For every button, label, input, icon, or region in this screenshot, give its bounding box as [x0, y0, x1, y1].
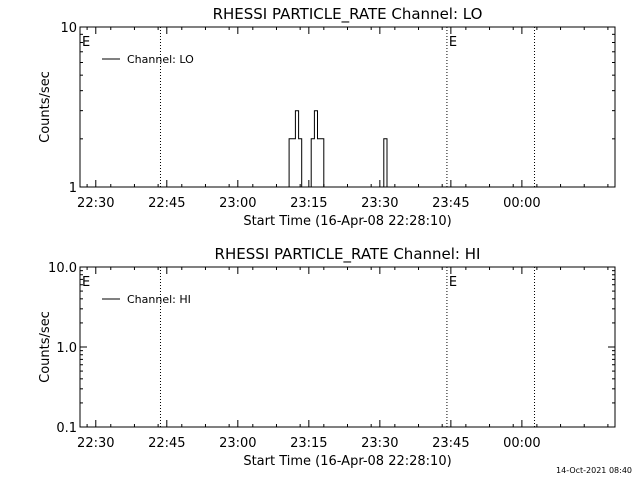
y-tick-label: 1	[69, 181, 77, 196]
chart-title: RHESSI PARTICLE_RATE Channel: HI	[215, 245, 481, 264]
y-tick-label: 10.0	[48, 261, 77, 276]
x-tick-label: 23:00	[219, 436, 256, 451]
x-tick-label: 23:15	[290, 436, 327, 451]
x-tick-label: 23:15	[290, 196, 327, 211]
event-marker-label: E	[449, 275, 457, 290]
x-tick-label: 22:45	[148, 436, 185, 451]
x-tick-label: 22:30	[77, 196, 114, 211]
x-tick-label: 23:45	[432, 196, 469, 211]
y-tick-label: 0.1	[56, 421, 77, 436]
x-tick-label: 23:30	[361, 196, 398, 211]
event-marker-label: E	[449, 35, 457, 50]
x-tick-label: 22:30	[77, 436, 114, 451]
y-axis-label: Counts/sec	[38, 71, 53, 143]
x-tick-label: 22:45	[148, 196, 185, 211]
legend-label: Channel: HI	[127, 293, 191, 306]
series-line	[286, 110, 303, 188]
series-line	[308, 110, 325, 188]
x-axis-label: Start Time (16-Apr-08 22:28:10)	[243, 454, 451, 469]
start-marker-label: E	[82, 35, 90, 50]
series-line	[380, 138, 388, 188]
y-tick-label: 1.0	[56, 341, 77, 356]
x-axis-label: Start Time (16-Apr-08 22:28:10)	[243, 214, 451, 229]
chart-title: RHESSI PARTICLE_RATE Channel: LO	[213, 5, 483, 24]
timestamp: 14-Oct-2021 08:40	[556, 466, 632, 475]
x-tick-label: 00:00	[503, 196, 540, 211]
x-tick-label: 23:45	[432, 436, 469, 451]
y-tick-label: 10	[60, 21, 77, 36]
x-tick-label: 23:00	[219, 196, 256, 211]
x-tick-label: 00:00	[503, 436, 540, 451]
start-marker-label: E	[82, 275, 90, 290]
y-axis-label: Counts/sec	[38, 311, 53, 383]
legend-label: Channel: LO	[127, 53, 194, 66]
x-tick-label: 23:30	[361, 436, 398, 451]
